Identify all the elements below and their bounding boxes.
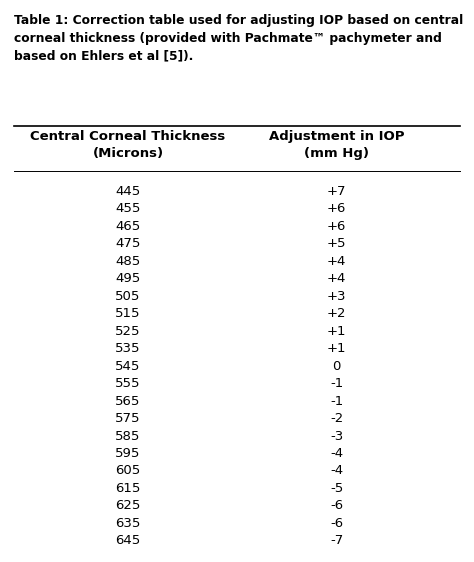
Text: 585: 585: [115, 429, 141, 442]
Text: -1: -1: [330, 395, 343, 407]
Text: -3: -3: [330, 429, 343, 442]
Text: +4: +4: [327, 272, 346, 285]
Text: +4: +4: [327, 255, 346, 268]
Text: 445: 445: [115, 185, 141, 198]
Text: 515: 515: [115, 307, 141, 320]
Text: -4: -4: [330, 465, 343, 478]
Text: +6: +6: [327, 220, 346, 233]
Text: 615: 615: [115, 482, 141, 495]
Text: 555: 555: [115, 377, 141, 390]
Text: +1: +1: [327, 325, 346, 338]
Text: -6: -6: [330, 500, 343, 513]
Text: 625: 625: [115, 500, 141, 513]
Text: 595: 595: [115, 447, 141, 460]
Text: 535: 535: [115, 342, 141, 355]
Text: +7: +7: [327, 185, 346, 198]
Text: 505: 505: [115, 290, 141, 303]
Text: 645: 645: [115, 534, 141, 547]
Text: -1: -1: [330, 377, 343, 390]
Text: 495: 495: [115, 272, 141, 285]
Text: 575: 575: [115, 412, 141, 425]
Text: +5: +5: [327, 237, 346, 250]
Text: Adjustment in IOP
(mm Hg): Adjustment in IOP (mm Hg): [269, 130, 404, 160]
Text: Table 1: Correction table used for adjusting IOP based on central
corneal thickn: Table 1: Correction table used for adjus…: [14, 14, 464, 62]
Text: +2: +2: [327, 307, 346, 320]
Text: 465: 465: [115, 220, 141, 233]
Text: Central Corneal Thickness
(Microns): Central Corneal Thickness (Microns): [30, 130, 226, 160]
Text: 565: 565: [115, 395, 141, 407]
Text: -4: -4: [330, 447, 343, 460]
Text: +1: +1: [327, 342, 346, 355]
Text: -5: -5: [330, 482, 343, 495]
Text: +6: +6: [327, 202, 346, 215]
Text: -7: -7: [330, 534, 343, 547]
Text: 485: 485: [115, 255, 141, 268]
Text: -6: -6: [330, 517, 343, 530]
Text: +3: +3: [327, 290, 346, 303]
Text: 475: 475: [115, 237, 141, 250]
Text: 0: 0: [332, 360, 341, 373]
Text: -2: -2: [330, 412, 343, 425]
Text: 455: 455: [115, 202, 141, 215]
Text: 525: 525: [115, 325, 141, 338]
Text: 545: 545: [115, 360, 141, 373]
Text: 635: 635: [115, 517, 141, 530]
Text: 605: 605: [115, 465, 141, 478]
